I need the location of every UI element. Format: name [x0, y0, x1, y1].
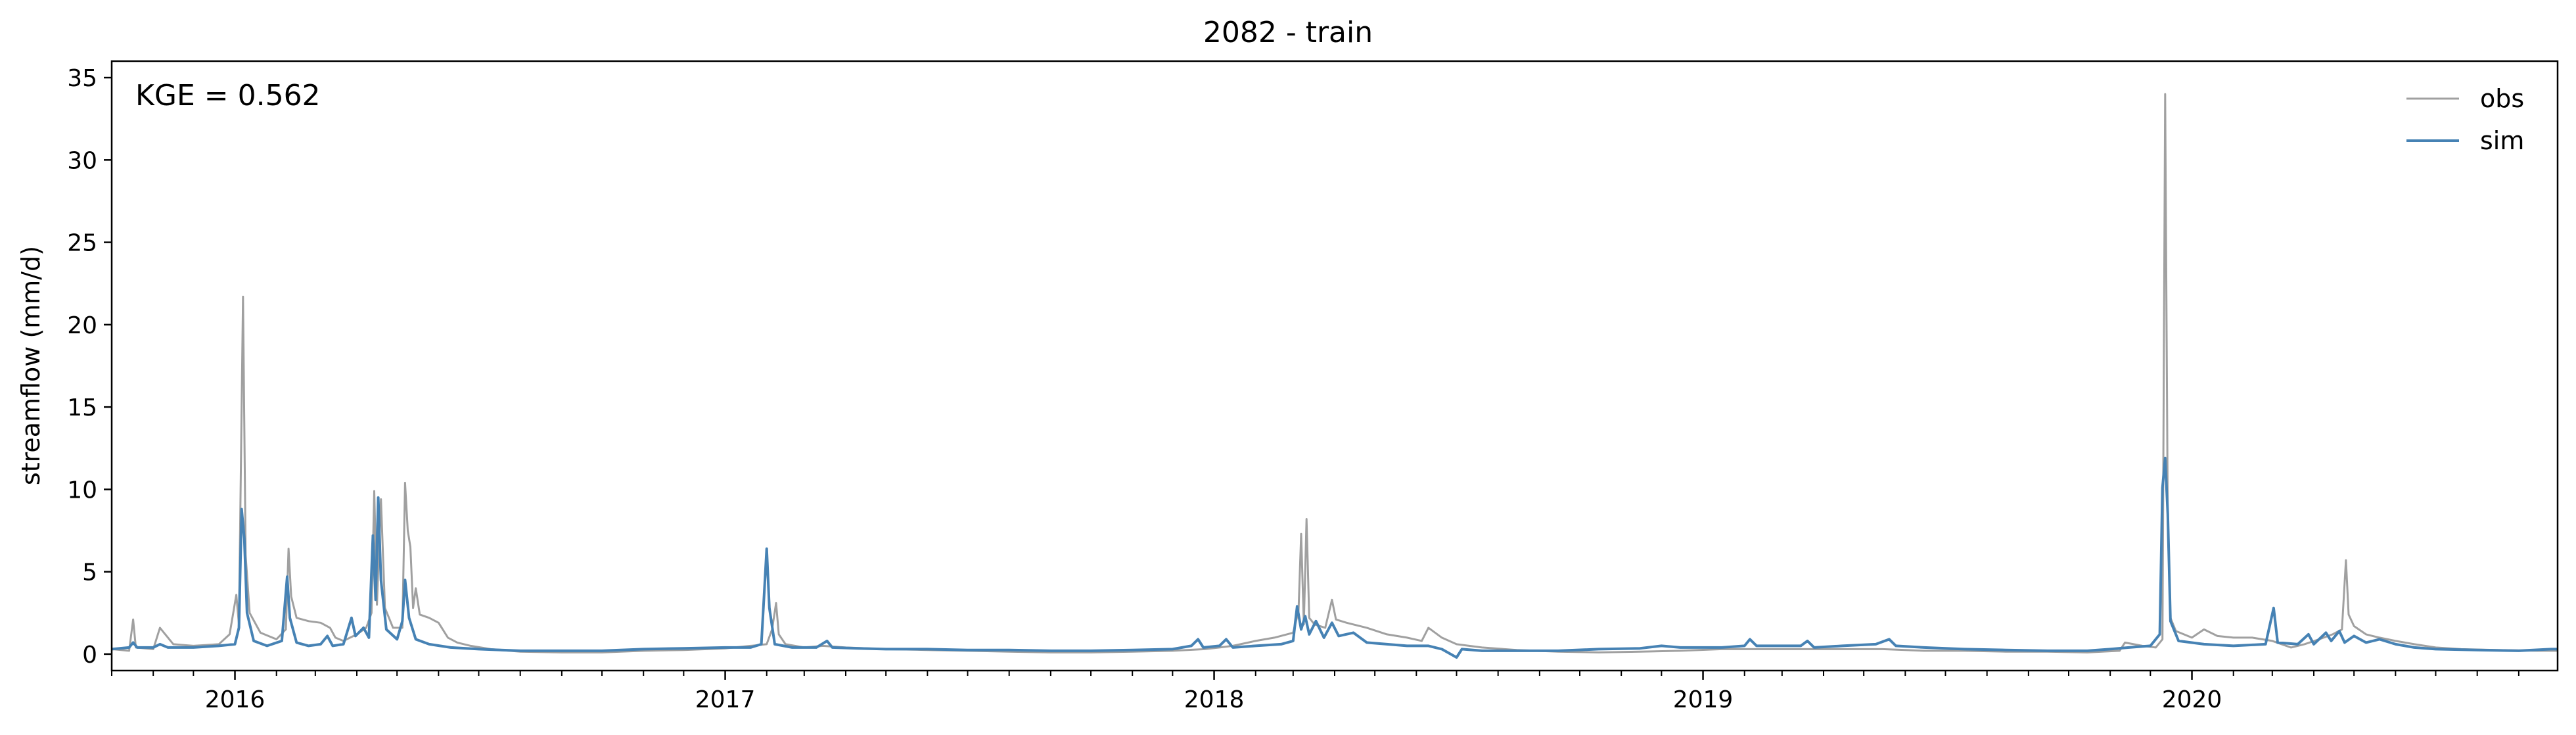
legend-label-obs: obs	[2480, 84, 2524, 113]
plot-frame	[110, 60, 2559, 672]
y-tick-label: 5	[82, 559, 97, 586]
kge-annotation: KGE = 0.562	[135, 79, 321, 112]
x-tick-label: 2017	[695, 686, 756, 713]
x-tick-label: 2018	[1184, 686, 1245, 713]
series-line-obs	[112, 93, 2558, 653]
y-tick-label: 0	[82, 642, 97, 669]
chart-title: 2082 - train	[1203, 16, 1373, 49]
x-axis: 2016 2017 2018 2019 2020	[111, 671, 2519, 713]
y-tick-label: 15	[67, 394, 97, 421]
x-tick-label: 2020	[2162, 686, 2222, 713]
y-tick-label: 25	[67, 230, 97, 257]
y-axis-label: streamflow (mm/d)	[16, 246, 45, 485]
y-tick-label: 30	[67, 147, 97, 174]
y-tick-label: 10	[67, 477, 97, 504]
x-tick-label: 2019	[1673, 686, 1734, 713]
series-layer	[112, 93, 2558, 659]
legend-label-sim: sim	[2480, 126, 2524, 155]
y-axis: 0 5 10 15 20 25 30 35	[67, 65, 112, 669]
x-tick-label: 2016	[205, 686, 265, 713]
legend: obs sim	[2406, 84, 2524, 155]
series-line-sim	[112, 456, 2558, 659]
y-tick-label: 20	[67, 312, 97, 339]
y-tick-label: 35	[67, 65, 97, 92]
plot-area	[112, 93, 2558, 659]
